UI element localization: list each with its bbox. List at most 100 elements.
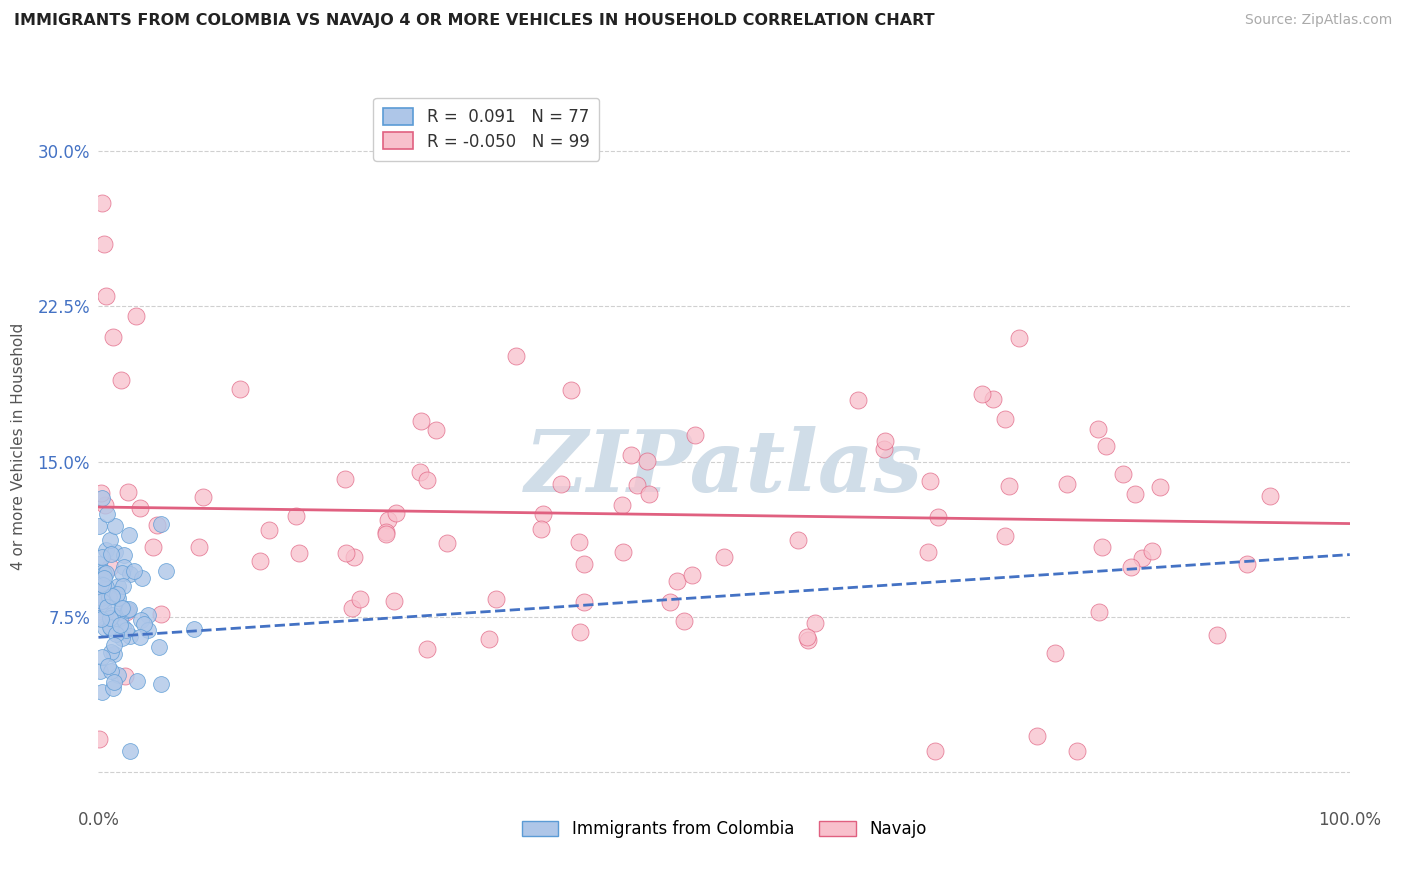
Point <box>114 668 136 682</box>
Point <box>1025 730 1047 744</box>
Point <box>1088 605 1111 619</box>
Point <box>148 640 170 655</box>
Point <box>120 629 142 643</box>
Point <box>335 472 357 486</box>
Point <box>972 386 994 401</box>
Point <box>685 428 707 442</box>
Point <box>125 309 148 323</box>
Point <box>924 744 946 758</box>
Point <box>111 632 134 646</box>
Point <box>96 659 118 673</box>
Point <box>94 542 117 557</box>
Point <box>111 601 134 615</box>
Point <box>636 454 658 468</box>
Text: ZIPatlas: ZIPatlas <box>524 425 924 509</box>
Point <box>146 517 169 532</box>
Point <box>155 564 177 578</box>
Point <box>875 434 897 448</box>
Point <box>94 289 117 303</box>
Point <box>409 414 432 428</box>
Point <box>150 517 173 532</box>
Point <box>100 621 122 635</box>
Point <box>994 529 1017 543</box>
Point <box>112 548 135 562</box>
Point <box>93 567 115 582</box>
Point <box>87 518 110 533</box>
Point <box>385 506 408 520</box>
Point <box>96 599 118 614</box>
Point <box>1132 550 1154 565</box>
Point <box>100 547 122 561</box>
Point <box>797 632 820 647</box>
Point <box>425 423 447 437</box>
Point <box>342 600 364 615</box>
Point <box>93 571 115 585</box>
Point <box>118 744 141 758</box>
Point <box>118 567 141 582</box>
Point <box>118 601 141 615</box>
Point <box>568 534 591 549</box>
Point <box>229 383 252 397</box>
Point <box>108 610 131 624</box>
Point <box>612 498 634 512</box>
Point <box>374 524 396 539</box>
Point <box>129 613 152 627</box>
Point <box>349 592 371 607</box>
Point <box>107 667 129 681</box>
Point <box>91 599 114 614</box>
Point <box>981 392 1004 407</box>
Point <box>848 393 870 408</box>
Point <box>117 528 139 542</box>
Point <box>620 448 643 462</box>
Point <box>572 595 595 609</box>
Point <box>872 442 894 456</box>
Point <box>804 616 827 631</box>
Point <box>382 593 405 607</box>
Point <box>107 591 129 605</box>
Point <box>343 550 366 565</box>
Point <box>638 486 661 500</box>
Point <box>183 622 205 636</box>
Point <box>115 606 138 620</box>
Point <box>1056 477 1078 491</box>
Point <box>918 474 941 488</box>
Point <box>257 523 280 537</box>
Point <box>91 196 114 211</box>
Point <box>104 518 127 533</box>
Point <box>103 647 125 661</box>
Point <box>927 510 949 524</box>
Point <box>101 681 124 695</box>
Point <box>787 533 810 548</box>
Point <box>478 632 501 646</box>
Point <box>100 665 122 679</box>
Point <box>90 577 112 591</box>
Point <box>612 545 634 559</box>
Point <box>98 620 121 634</box>
Point <box>96 507 118 521</box>
Point <box>117 603 139 617</box>
Point <box>998 479 1021 493</box>
Point <box>90 612 112 626</box>
Point <box>115 624 138 638</box>
Point <box>1119 560 1142 574</box>
Point <box>129 500 152 515</box>
Point <box>191 490 214 504</box>
Point <box>107 609 129 624</box>
Point <box>111 620 134 634</box>
Point <box>572 558 595 572</box>
Point <box>87 731 110 746</box>
Point <box>100 589 122 603</box>
Point <box>1112 467 1135 481</box>
Point <box>713 549 735 564</box>
Point <box>131 571 153 585</box>
Point <box>91 684 114 698</box>
Point <box>91 565 114 579</box>
Point <box>105 587 128 601</box>
Point <box>530 522 553 536</box>
Point <box>416 641 439 656</box>
Point <box>505 349 527 363</box>
Point <box>93 237 115 252</box>
Point <box>112 559 135 574</box>
Point <box>89 557 111 571</box>
Point <box>408 466 430 480</box>
